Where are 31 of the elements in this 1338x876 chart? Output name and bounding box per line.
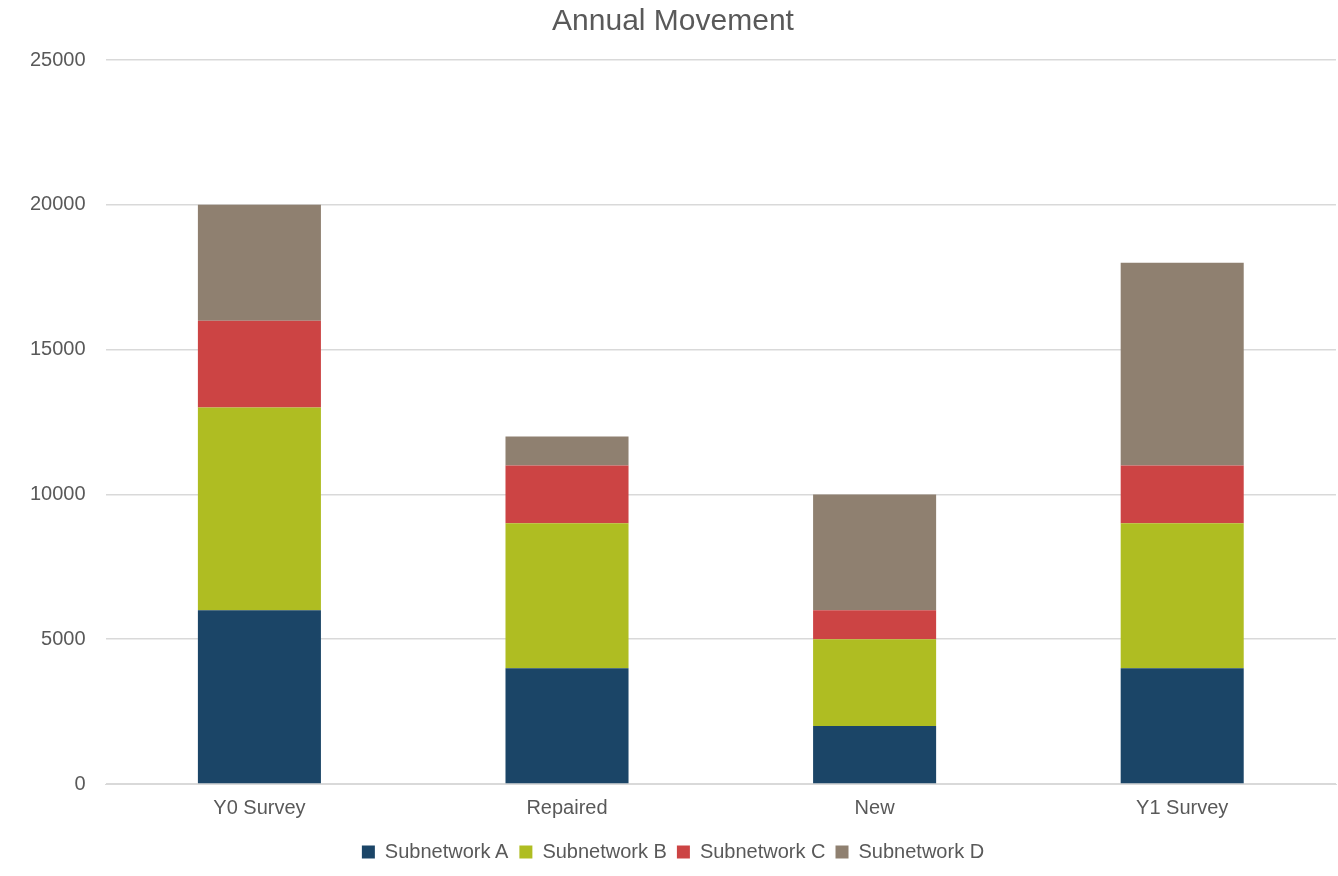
- bar: [1120, 262, 1244, 466]
- x-tick-label: Repaired: [526, 795, 608, 818]
- bar: [505, 523, 629, 669]
- legend-label: Subnetwork C: [699, 839, 826, 862]
- bar: [505, 668, 629, 784]
- bar: [505, 465, 629, 524]
- bar: [1120, 523, 1244, 669]
- bar: [505, 436, 629, 466]
- chart-title: Annual Movement: [552, 3, 795, 37]
- y-tick-label: 20000: [29, 192, 86, 215]
- bar: [813, 726, 937, 784]
- legend-label: Subnetwork A: [384, 839, 509, 862]
- bar: [813, 610, 937, 640]
- x-tick-label: New: [854, 795, 896, 818]
- y-tick-label: 15000: [29, 337, 86, 360]
- y-tick-label: 25000: [29, 47, 86, 70]
- bar: [1120, 465, 1244, 524]
- x-tick-label: Y0 Survey: [213, 795, 306, 818]
- bar: [197, 320, 321, 408]
- bar: [813, 639, 937, 727]
- legend-label: Subnetwork D: [858, 839, 985, 862]
- bar: [197, 610, 321, 784]
- bar: [197, 407, 321, 611]
- bar: [1120, 668, 1244, 784]
- y-tick-label: 5000: [41, 626, 86, 649]
- y-tick-label: 0: [74, 771, 86, 794]
- legend-label: Subnetwork B: [542, 839, 667, 862]
- bar: [813, 494, 937, 611]
- bar: [197, 204, 321, 321]
- y-tick-label: 10000: [29, 481, 86, 504]
- x-tick-label: Y1 Survey: [1136, 795, 1229, 818]
